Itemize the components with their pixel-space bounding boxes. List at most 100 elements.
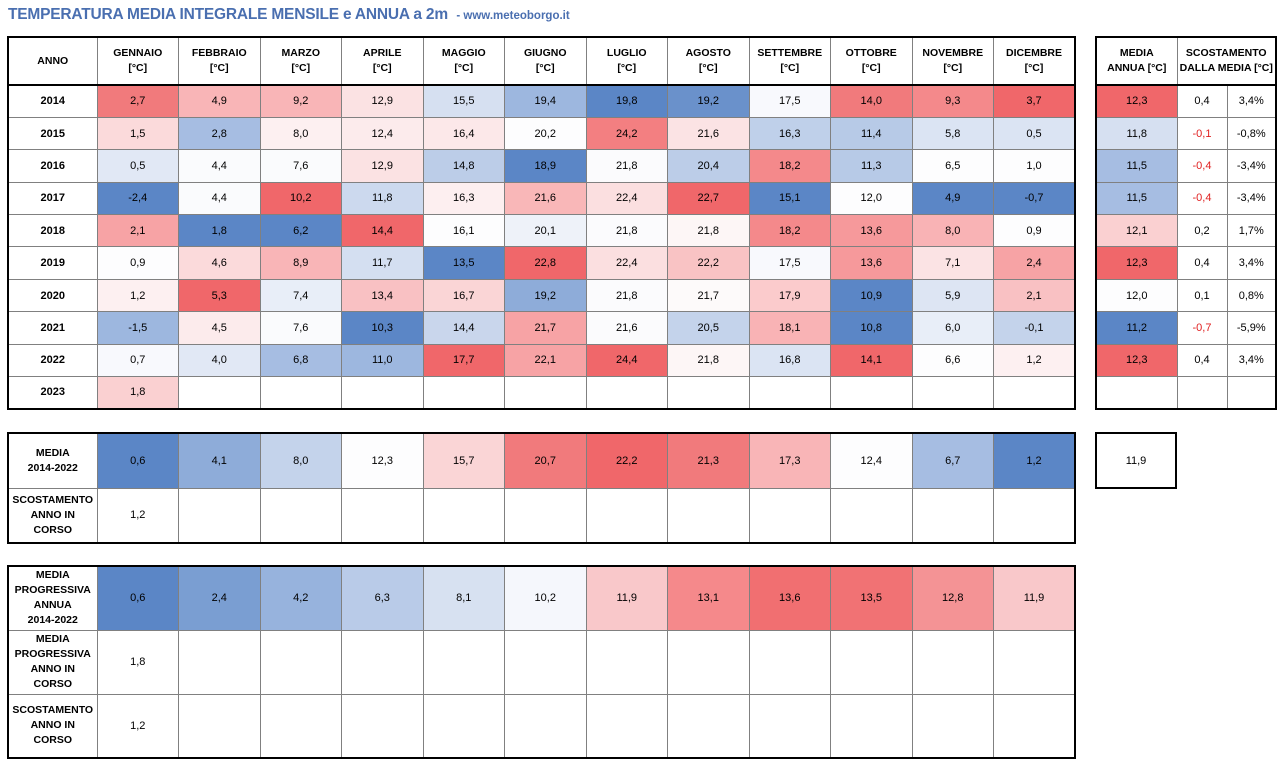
progressiva-scostamento-cell: [748, 693, 831, 759]
scostamento-cell: [504, 487, 587, 544]
temperature-cell: [585, 376, 668, 410]
progressiva-scostamento-cell: [667, 693, 750, 759]
temperature-cell: 8,0: [259, 116, 342, 151]
annual-mean-cell: 12,3: [1095, 84, 1178, 118]
header-month: LUGLIO [°C]: [585, 36, 668, 86]
annual-mean-cell: [1095, 376, 1178, 410]
temperature-cell: 12,4: [341, 116, 424, 151]
temperature-cell: 4,4: [178, 149, 261, 183]
media-cell: 1,2: [993, 432, 1076, 489]
site-link[interactable]: - www.meteoborgo.it: [456, 10, 570, 22]
deviation-cell: 0,2: [1176, 214, 1228, 248]
temperature-cell: 4,0: [178, 343, 261, 378]
temperature-cell: 1,2: [96, 278, 179, 313]
annual-row: 12,3 0,4 3,4%: [1095, 84, 1277, 118]
scostamento-cell: [993, 487, 1076, 544]
progressiva-corso-label: MEDIA PROGRESSIVA ANNO IN CORSO: [7, 629, 98, 695]
table-row: 2014 2,7 4,9 9,2 12,9 15,5 19,4 19,8 19,2 17,5 14,…: [7, 84, 1076, 118]
media-cell: 20,7: [504, 432, 587, 489]
annual-mean-cell: 11,5: [1095, 181, 1178, 216]
temperature-cell: 22,4: [585, 181, 668, 216]
mean-2014-2022-table: MEDIA 2014-2022 0,6 4,1 8,0 12,3 15,7 20,7 22,2 2…: [7, 432, 1076, 544]
scostamento-cell: [178, 487, 261, 544]
temperature-cell: 18,9: [504, 149, 587, 183]
temperature-cell: 13,5: [422, 246, 505, 280]
temperature-cell: [178, 376, 261, 410]
progressiva-cell: 13,5: [830, 565, 913, 631]
temperature-cell: 21,8: [667, 214, 750, 248]
annual-mean-cell: 11,5: [1095, 149, 1178, 183]
media-cell: 8,0: [259, 432, 342, 489]
temperature-cell: 8,0: [911, 214, 994, 248]
progressiva-corso-cell: [422, 629, 505, 695]
temperature-cell: 0,5: [993, 116, 1076, 151]
annual-mean-cell: 12,3: [1095, 246, 1178, 280]
temperature-cell: 13,6: [830, 246, 913, 280]
temperature-cell: 5,9: [911, 278, 994, 313]
scostamento-cell: [259, 487, 342, 544]
temperature-cell: 0,9: [993, 214, 1076, 248]
deviation-cell: 0,4: [1176, 343, 1228, 378]
progressiva-cell: 8,1: [422, 565, 505, 631]
temperature-cell: 16,4: [422, 116, 505, 151]
progressiva-corso-row: MEDIA PROGRESSIVA ANNO IN CORSO 1,8: [7, 629, 1076, 695]
annual-row: 12,1 0,2 1,7%: [1095, 214, 1277, 248]
progressiva-corso-cell: [830, 629, 913, 695]
temperature-cell: 20,4: [667, 149, 750, 183]
temperature-cell: 4,5: [178, 311, 261, 345]
temperature-cell: -0,7: [993, 181, 1076, 216]
deviation-pct-cell: 3,4%: [1226, 246, 1277, 280]
temperature-cell: 1,0: [993, 149, 1076, 183]
table-row: 2016 0,5 4,4 7,6 12,9 14,8 18,9 21,8 20,4 18,2 11,…: [7, 149, 1076, 183]
temperature-cell: 15,1: [748, 181, 831, 216]
scostamento-cell: [830, 487, 913, 544]
annual-row: 12,3 0,4 3,4%: [1095, 246, 1277, 280]
scostamento-cell: 1,2: [96, 487, 179, 544]
media-cell: 12,3: [341, 432, 424, 489]
temperature-cell: 16,8: [748, 343, 831, 378]
deviation-pct-cell: -5,9%: [1226, 311, 1277, 345]
temperature-cell: 7,1: [911, 246, 994, 280]
temperature-cell: 10,3: [341, 311, 424, 345]
progressiva-scostamento-cell: [585, 693, 668, 759]
header-scostamento: SCOSTAMENTO DALLA MEDIA [°C]: [1176, 36, 1277, 86]
progressiva-row: MEDIA PROGRESSIVA ANNUA 2014-2022 0,6 2,4 4,2 6…: [7, 565, 1076, 631]
temperature-cell: 18,2: [748, 149, 831, 183]
temperature-cell: 4,6: [178, 246, 261, 280]
progressive-mean-table: MEDIA PROGRESSIVA ANNUA 2014-2022 0,6 2,4 4,2 6…: [7, 565, 1076, 759]
temperature-cell: 22,4: [585, 246, 668, 280]
progressiva-cell: 12,8: [911, 565, 994, 631]
table-row: 2018 2,1 1,8 6,2 14,4 16,1 20,1 21,8 21,8 18,2 13,…: [7, 214, 1076, 248]
temperature-cell: 20,1: [504, 214, 587, 248]
temperature-cell: 12,9: [341, 84, 424, 118]
deviation-pct-cell: 3,4%: [1226, 84, 1277, 118]
media-cell: 12,4: [830, 432, 913, 489]
scostamento-cell: [422, 487, 505, 544]
temperature-cell: 21,7: [504, 311, 587, 345]
annual-mean-cell: 12,1: [1095, 214, 1178, 248]
progressiva-scostamento-cell: [504, 693, 587, 759]
progressiva-corso-cell: [504, 629, 587, 695]
temperature-cell: 11,7: [341, 246, 424, 280]
temperature-cell: [830, 376, 913, 410]
media-cell: 4,1: [178, 432, 261, 489]
year-cell: 2023: [7, 376, 98, 410]
temperature-cell: 8,9: [259, 246, 342, 280]
table-row: 2019 0,9 4,6 8,9 11,7 13,5 22,8 22,4 22,2 17,5 13,…: [7, 246, 1076, 280]
temperature-cell: 6,8: [259, 343, 342, 378]
temperature-cell: 1,5: [96, 116, 179, 151]
overall-mean-box: 11,9: [1095, 432, 1177, 489]
progressiva-scostamento-cell: [830, 693, 913, 759]
temperature-cell: 2,8: [178, 116, 261, 151]
media-cell: 22,2: [585, 432, 668, 489]
temperature-cell: 15,5: [422, 84, 505, 118]
temperature-cell: -0,1: [993, 311, 1076, 345]
scostamento-row: SCOSTAMENTO ANNO IN CORSO 1,2: [7, 487, 1076, 544]
page-title-row: TEMPERATURA MEDIA INTEGRALE MENSILE e AN…: [8, 6, 570, 28]
media-cell: 21,3: [667, 432, 750, 489]
annual-row: [1095, 376, 1277, 410]
annual-mean-table: MEDIA ANNUA [°C] SCOSTAMENTO DALLA MEDIA [°…: [1095, 36, 1277, 410]
progressiva-scostamento-cell: [422, 693, 505, 759]
year-cell: 2016: [7, 149, 98, 183]
year-cell: 2018: [7, 214, 98, 248]
